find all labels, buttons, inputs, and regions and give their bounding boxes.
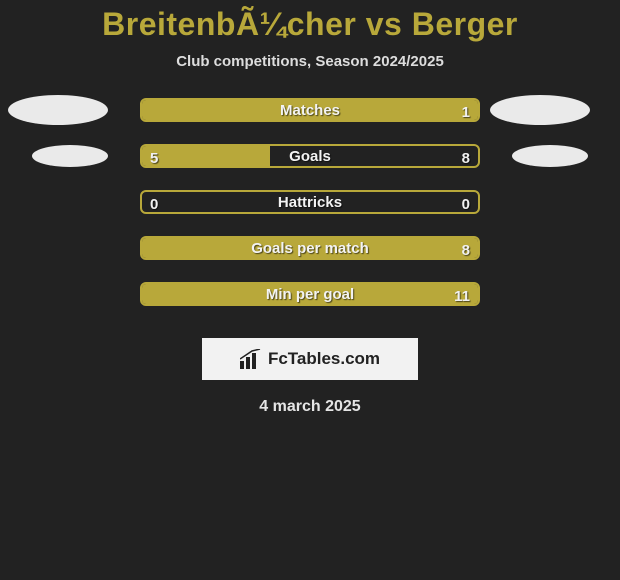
brand-text: FcTables.com: [268, 349, 380, 369]
date-text: 4 march 2025: [0, 398, 620, 416]
player-left-ellipse-small: [32, 145, 108, 167]
stat-bar: 5 Goals 8: [140, 144, 480, 168]
stat-value-right: 1: [454, 100, 478, 122]
stat-value-right: 0: [454, 192, 478, 214]
stat-value-right: 11: [446, 284, 478, 306]
stat-bar-fill-right: [142, 284, 478, 304]
page-title: BreitenbÃ¼cher vs Berger: [0, 0, 620, 43]
stat-value-right: 8: [454, 238, 478, 260]
stat-bar: 0 Hattricks 0: [140, 190, 480, 214]
stat-label: Hattricks: [142, 192, 478, 212]
stat-bar-fill-right: [142, 238, 478, 258]
stat-bar: Min per goal 11: [140, 282, 480, 306]
brand-box[interactable]: FcTables.com: [202, 338, 418, 380]
stat-value-left: [142, 238, 158, 260]
stat-row: Min per goal 11: [0, 280, 620, 326]
stat-row: Matches 1: [0, 96, 620, 142]
stat-row: 5 Goals 8: [0, 142, 620, 188]
comparison-chart: Matches 1 5 Goals 8 0 Hattricks 0: [0, 96, 620, 326]
stat-value-left: 5: [142, 146, 166, 168]
stat-value-right: 8: [454, 146, 478, 168]
stat-bar-fill-right: [142, 100, 478, 120]
player-right-ellipse-large: [490, 95, 590, 125]
stat-value-left: 0: [142, 192, 166, 214]
stat-value-left: [142, 284, 158, 306]
subtitle: Club competitions, Season 2024/2025: [0, 53, 620, 70]
stat-bar: Goals per match 8: [140, 236, 480, 260]
stat-row: Goals per match 8: [0, 234, 620, 280]
player-left-ellipse-large: [8, 95, 108, 125]
bar-chart-icon: [240, 349, 262, 369]
stat-row: 0 Hattricks 0: [0, 188, 620, 234]
stat-bar: Matches 1: [140, 98, 480, 122]
player-right-ellipse-small: [512, 145, 588, 167]
stat-value-left: [142, 100, 158, 122]
